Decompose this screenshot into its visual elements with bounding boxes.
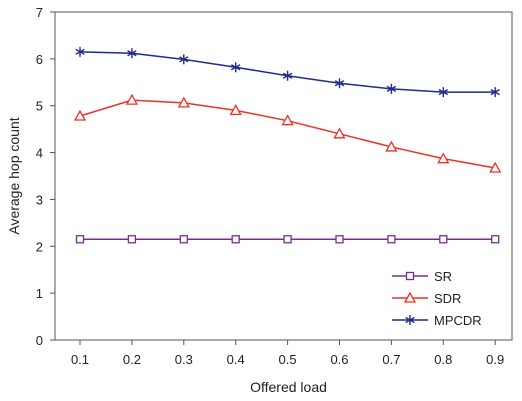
data-point-sr <box>491 235 500 244</box>
y-axis: 0 1 2 3 4 5 6 7 <box>36 5 55 348</box>
data-point-sdr <box>489 161 502 173</box>
data-point-sr <box>231 235 240 244</box>
x-tick-label: 0.3 <box>175 352 193 367</box>
data-point-mpcdr <box>231 62 241 73</box>
data-point-sr <box>75 235 85 244</box>
y-tick-label: 2 <box>36 239 43 254</box>
data-point-mpcdr <box>386 83 397 94</box>
y-tick-label: 1 <box>36 286 43 301</box>
data-point-sr <box>283 235 292 244</box>
data-point-sr <box>335 235 344 244</box>
x-tick-label: 0.5 <box>279 352 297 367</box>
plot-area <box>54 11 513 341</box>
data-point-mpcdr <box>334 78 345 89</box>
y-axis-title: Average hop count <box>6 117 22 234</box>
data-point-mpcdr <box>282 70 293 81</box>
data-point-sr <box>179 235 188 244</box>
data-point-mpcdr <box>438 87 448 98</box>
x-tick-label: 0.7 <box>382 352 400 367</box>
data-point-sdr <box>229 104 242 116</box>
data-point-sdr <box>437 152 450 164</box>
x-tick-label: 0.4 <box>227 352 245 367</box>
data-point-mpcdr <box>75 46 85 57</box>
series-line-sdr <box>79 99 496 169</box>
y-tick-label: 5 <box>36 99 43 114</box>
series-layer <box>73 46 502 244</box>
data-point-sdr <box>385 140 398 152</box>
x-tick-label: 0.1 <box>71 352 89 367</box>
y-tick-label: 3 <box>36 192 43 207</box>
x-tick-label: 0.6 <box>330 352 348 367</box>
legend-marker-sr <box>405 271 415 281</box>
x-axis-title: Offered load <box>250 379 327 395</box>
legend-label-sr: SR <box>434 269 452 284</box>
data-point-sdr <box>177 96 190 108</box>
data-point-sr <box>439 235 448 244</box>
legend-marker-sdr <box>403 291 417 303</box>
data-point-sdr <box>281 114 294 126</box>
data-point-mpcdr <box>179 54 189 65</box>
data-point-mpcdr <box>127 48 137 59</box>
x-tick-label: 0.9 <box>486 352 504 367</box>
data-point-sdr <box>333 127 346 139</box>
data-point-sdr <box>73 109 87 121</box>
y-tick-label: 6 <box>36 52 43 67</box>
x-tick-label: 0.2 <box>123 352 141 367</box>
legend-label-sdr: SDR <box>434 291 461 306</box>
y-tick-label: 7 <box>36 5 43 20</box>
y-tick-label: 4 <box>36 146 43 161</box>
data-point-sdr <box>125 93 139 105</box>
y-tick-label: 0 <box>36 333 43 348</box>
legend-marker-mpcdr <box>405 315 415 325</box>
data-point-mpcdr <box>490 87 500 98</box>
data-point-sr <box>387 235 396 244</box>
x-axis: 0.1 0.2 0.3 0.4 0.5 0.6 0.7 0.8 0.9 <box>71 340 504 367</box>
legend-label-mpcdr: MPCDR <box>434 313 482 328</box>
x-tick-label: 0.8 <box>434 352 452 367</box>
plot-border <box>54 11 513 341</box>
data-point-sr <box>127 235 137 244</box>
legend: SR SDR MPCDR <box>392 269 482 328</box>
